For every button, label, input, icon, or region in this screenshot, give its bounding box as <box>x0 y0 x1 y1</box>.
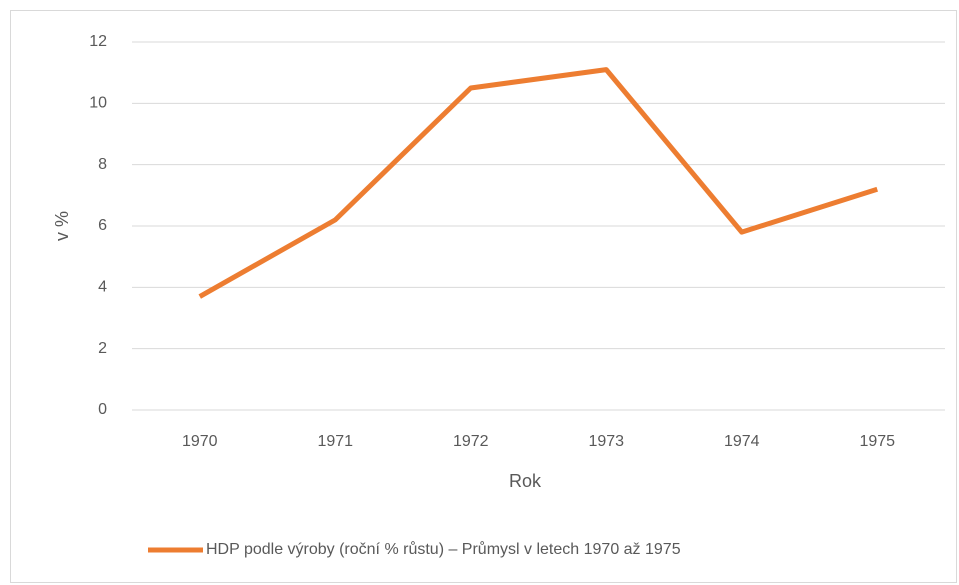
x-tick-label: 1971 <box>317 433 353 450</box>
y-tick-label: 12 <box>89 33 107 50</box>
y-tick-label: 0 <box>98 401 107 418</box>
chart-border <box>10 10 957 583</box>
x-tick-label: 1973 <box>588 433 624 450</box>
data-line <box>198 67 879 299</box>
y-tick-label: 8 <box>98 156 107 173</box>
y-tick-label: 10 <box>89 95 107 112</box>
y-tick-label: 2 <box>98 340 107 357</box>
y-tick-label: 4 <box>98 279 107 296</box>
x-axis-label: Rok <box>509 471 542 491</box>
x-tick-label: 1970 <box>182 433 218 450</box>
y-tick-label: 6 <box>98 217 107 234</box>
x-tick-label: 1975 <box>859 433 895 450</box>
legend-label: HDP podle výroby (roční % růstu) – Průmy… <box>206 540 681 558</box>
x-tick-label: 1972 <box>453 433 489 450</box>
y-axis-label: v % <box>52 211 72 241</box>
x-tick-label: 1974 <box>724 433 760 450</box>
